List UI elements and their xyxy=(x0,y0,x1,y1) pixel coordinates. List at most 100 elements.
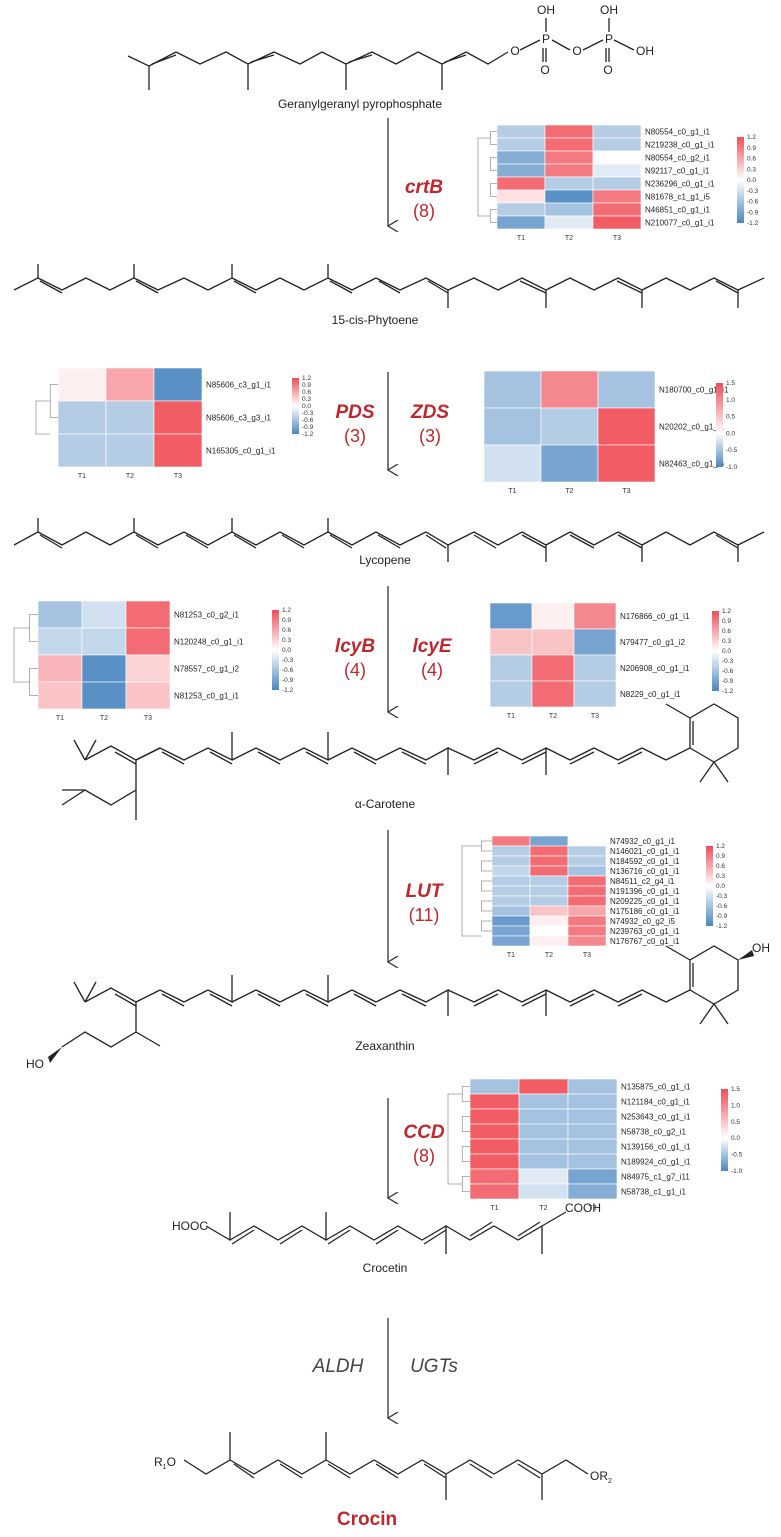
heatmap-column-label: T3 xyxy=(591,713,599,720)
heatmap-cell xyxy=(491,885,531,897)
heatmap-cell xyxy=(37,681,83,710)
heatmap-scale-tick: 0.0 xyxy=(747,177,756,184)
heatmap-gene-label: N8229_c0_g1_i1 xyxy=(620,690,681,699)
heatmap-cell xyxy=(491,905,531,917)
heatmap-cell xyxy=(518,1093,569,1110)
heatmap-cell xyxy=(81,600,127,629)
heatmap-cell xyxy=(544,189,594,204)
heatmap-cell xyxy=(57,367,107,402)
heatmap-gene-label: N80554_c0_g1_i1 xyxy=(645,128,710,137)
heatmap-column-label: T3 xyxy=(622,488,630,495)
enzyme-lcyB-name: lcyB xyxy=(335,636,375,657)
heatmap-scale-tick: 0.0 xyxy=(302,403,311,410)
heatmap-scale-tick: 0.5 xyxy=(731,1119,740,1126)
heatmap-cell xyxy=(518,1078,569,1095)
heatmap-dendrogram xyxy=(447,1086,470,1192)
heatmap-scale-tick: -1.2 xyxy=(722,688,734,695)
heatmap-scale-tick: 1.5 xyxy=(731,1086,740,1093)
heatmap-color-scale xyxy=(292,378,299,434)
heatmap-scale-tick: -0.6 xyxy=(302,417,314,424)
heatmap-gene-label: N85606_c3_g3_i1 xyxy=(206,414,271,423)
heatmap-scale-tick: -1.2 xyxy=(282,687,294,694)
heatmap-column-label: T3 xyxy=(174,473,182,480)
heatmap-cell xyxy=(567,855,607,867)
heatmap-scale-tick: 0.9 xyxy=(716,853,725,860)
heatmap-gene-label: N74932_c0_g1_i1 xyxy=(610,837,675,846)
heatmap-scale-tick: 1.2 xyxy=(302,375,311,382)
ggpp-p2: P xyxy=(605,32,613,46)
heatmap-scale-tick: -0.3 xyxy=(747,188,759,195)
ggpp-structure: O P O P OH OH OH O O xyxy=(127,3,654,90)
heatmap-column-label: T2 xyxy=(100,715,108,722)
heatmap-cell xyxy=(567,835,607,847)
heatmap-scale-tick: 0.3 xyxy=(722,638,731,645)
heatmap-cell xyxy=(573,628,617,656)
heatmap-gene-label: N180700_c0_g1_i1 xyxy=(659,386,729,395)
crocin-or2: OR2 xyxy=(590,1469,612,1485)
heatmap-cell xyxy=(469,1168,520,1185)
heatmap-cell xyxy=(544,137,594,152)
heatmap-cell xyxy=(529,895,569,907)
heatmap-column-label: T2 xyxy=(126,473,134,480)
heatmap-scale-tick: 0.6 xyxy=(716,863,725,870)
heatmap-gene-label: N210077_c0_g1_i1 xyxy=(645,219,715,228)
heatmap-cell xyxy=(592,124,642,139)
enzyme-lcyB-count: (4) xyxy=(344,660,366,680)
heatmap-gene-label: N146021_c0_g1_i1 xyxy=(610,847,680,856)
heatmap-cell xyxy=(489,602,533,630)
ggpp-o1: O xyxy=(510,44,519,58)
heatmap-cell xyxy=(469,1093,520,1110)
heatmap-scale-tick: 1.0 xyxy=(731,1102,740,1109)
enzyme-lcyE-name: lcyE xyxy=(412,636,452,657)
heatmap-cell xyxy=(567,935,607,947)
heatmap-scale-tick: -0.5 xyxy=(726,447,738,454)
heatmap-scale-tick: -0.9 xyxy=(747,209,759,216)
heatmap-cell xyxy=(125,681,171,710)
heatmap-scale-tick: 1.2 xyxy=(747,134,756,141)
compound-lycopene-label: Lycopene xyxy=(359,553,411,567)
heatmap-column-label: T3 xyxy=(613,235,621,242)
heatmap-gene-label: N84975_c1_g7_i11 xyxy=(621,1173,690,1182)
heatmap-dendrogram xyxy=(13,614,38,696)
heatmap-cell xyxy=(469,1123,520,1140)
heatmap-color-scale xyxy=(712,611,719,691)
heatmap-cell xyxy=(567,915,607,927)
heatmap-gene-label: N239763_c0_g1_i1 xyxy=(610,927,680,936)
heatmap-scale-tick: -0.5 xyxy=(731,1152,743,1159)
crocin-r1: R1O xyxy=(154,1455,176,1471)
heatmap-scale-tick: 0.6 xyxy=(302,389,311,396)
compound-ggpp-label: Geranylgeranyl pyrophosphate xyxy=(278,97,442,111)
heatmap-cell xyxy=(529,875,569,887)
heatmap-gene-label: N209225_c0_g1_i1 xyxy=(610,897,680,906)
heatmap-scale-tick: 0.3 xyxy=(302,396,311,403)
heatmap-scale-tick: 0.9 xyxy=(282,617,291,624)
heatmap-cell xyxy=(592,163,642,178)
heatmap-cell xyxy=(597,370,656,409)
heatmap-cell xyxy=(496,163,546,178)
heatmap-gene-label: N120248_c0_g1_i1 xyxy=(174,638,244,647)
heatmap-cell xyxy=(529,915,569,927)
heatmap-cell xyxy=(544,176,594,191)
heatmap-cell xyxy=(567,925,607,937)
heatmap-cell xyxy=(567,1108,618,1125)
heatmap-gene-label: N135875_c0_g1_i1 xyxy=(621,1083,691,1092)
heatmap-cell xyxy=(518,1183,569,1200)
ggpp-o3: O xyxy=(540,63,549,77)
heatmap-cell xyxy=(597,444,656,483)
heatmap-scale-tick: 0.0 xyxy=(731,1135,740,1142)
heatmap-cell xyxy=(567,1168,618,1185)
heatmap-cell xyxy=(592,137,642,152)
ggpp-o4: O xyxy=(603,63,612,77)
heatmap-column-label: T1 xyxy=(490,1205,498,1212)
heatmap-scale-tick: -0.6 xyxy=(716,903,728,910)
phytoene-structure xyxy=(13,264,765,308)
heatmap-cell xyxy=(483,407,542,446)
heatmap-dendrogram xyxy=(461,840,492,937)
heatmap-column-label: T3 xyxy=(588,1205,596,1212)
heatmap-gene-label: N81253_c0_g2_i1 xyxy=(174,611,239,620)
heatmap-scale-tick: 0.0 xyxy=(726,430,735,437)
crocin-or2-or: OR xyxy=(590,1469,608,1483)
enzyme-crtB-name: crtB xyxy=(405,177,443,198)
heatmap-cell xyxy=(544,163,594,178)
heatmap-color-scale xyxy=(272,610,279,690)
